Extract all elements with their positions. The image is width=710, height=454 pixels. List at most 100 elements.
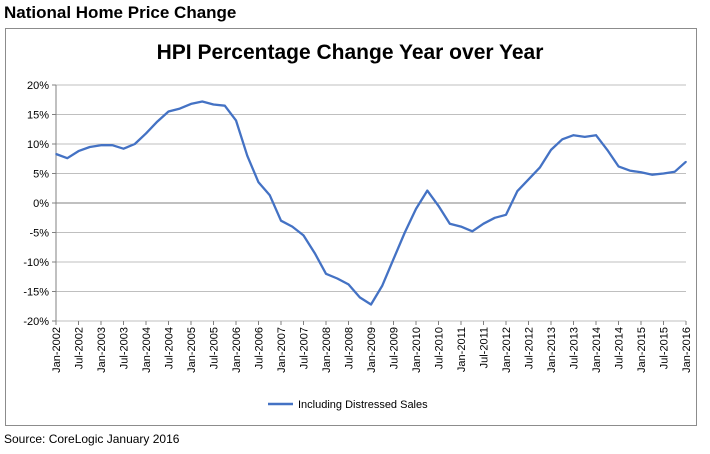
data-point bbox=[313, 252, 316, 254]
x-tick-label: Jul-2013 bbox=[569, 327, 581, 369]
data-point bbox=[583, 136, 586, 138]
x-tick-label: Jan-2003 bbox=[96, 327, 108, 373]
data-point bbox=[66, 157, 69, 159]
data-point bbox=[358, 296, 361, 299]
y-tick-label: -20% bbox=[23, 316, 49, 328]
data-point bbox=[448, 222, 451, 225]
data-point bbox=[88, 146, 91, 148]
y-tick-label: 15% bbox=[27, 110, 49, 122]
page-heading: National Home Price Change bbox=[4, 3, 237, 22]
x-tick-label: Jan-2014 bbox=[591, 327, 603, 373]
data-point bbox=[392, 258, 395, 260]
data-point bbox=[426, 189, 429, 192]
x-tick-label: Jul-2007 bbox=[299, 327, 311, 369]
data-point bbox=[538, 166, 541, 169]
data-point bbox=[235, 119, 237, 122]
x-tick-label: Jul-2011 bbox=[479, 327, 491, 368]
data-point bbox=[403, 231, 406, 234]
x-tick-label: Jan-2007 bbox=[276, 327, 288, 373]
chart-title: HPI Percentage Change Year over Year bbox=[157, 41, 544, 64]
x-tick-label: Jan-2005 bbox=[186, 327, 198, 373]
x-tick-label: Jul-2004 bbox=[164, 327, 176, 369]
x-tick-label: Jan-2006 bbox=[231, 327, 243, 373]
x-tick-label: Jul-2015 bbox=[659, 327, 671, 369]
x-tick-label: Jan-2012 bbox=[501, 327, 513, 373]
data-point bbox=[527, 178, 530, 181]
data-point bbox=[145, 132, 147, 135]
data-point bbox=[280, 219, 282, 222]
data-point bbox=[100, 144, 102, 146]
data-point bbox=[201, 100, 204, 103]
data-point bbox=[617, 165, 620, 168]
y-tick-label: -15% bbox=[23, 287, 49, 299]
data-point bbox=[223, 104, 226, 107]
x-tick-label: Jul-2010 bbox=[434, 327, 446, 369]
data-point bbox=[685, 160, 687, 163]
data-point bbox=[325, 273, 327, 275]
data-point bbox=[122, 147, 125, 150]
y-tick-label: 10% bbox=[27, 139, 49, 151]
data-point bbox=[167, 110, 170, 113]
x-tick-label: Jul-2003 bbox=[119, 327, 131, 369]
data-point bbox=[673, 170, 676, 173]
data-point bbox=[437, 205, 440, 207]
x-tick-label: Jul-2009 bbox=[389, 327, 401, 369]
x-axis-tick-labels: Jan-2002 Jul-2002 Jan-2003 Jul-2003 Jan-2004… bbox=[51, 327, 693, 373]
x-tick-label: Jul-2012 bbox=[524, 327, 536, 369]
data-point bbox=[77, 150, 80, 152]
y-tick-label: -5% bbox=[29, 228, 49, 240]
data-point bbox=[111, 144, 114, 146]
data-point bbox=[246, 155, 249, 157]
x-tick-label: Jan-2004 bbox=[141, 327, 153, 373]
x-tick-label: Jul-2014 bbox=[614, 327, 626, 369]
data-point bbox=[381, 284, 384, 287]
y-tick-label: -10% bbox=[23, 257, 49, 269]
source-note: Source: CoreLogic January 2016 bbox=[4, 432, 180, 446]
x-tick-label: Jul-2002 bbox=[74, 327, 86, 369]
data-point bbox=[257, 181, 260, 184]
data-point bbox=[572, 134, 575, 136]
hpi-line-chart: HPI Percentage Change Year over Year -20… bbox=[23, 41, 693, 411]
data-point bbox=[190, 103, 192, 105]
y-tick-label: 5% bbox=[33, 169, 49, 181]
y-axis-tick-labels: -20% -15% -10% -5% 0% 5% 10% 15% 20% bbox=[23, 80, 49, 328]
data-point bbox=[212, 103, 215, 106]
data-point bbox=[370, 303, 372, 306]
data-point bbox=[460, 225, 462, 228]
data-point bbox=[336, 277, 339, 280]
x-tick-label: Jan-2008 bbox=[321, 327, 333, 373]
axes bbox=[52, 84, 687, 325]
data-point bbox=[561, 138, 564, 141]
data-point bbox=[291, 225, 294, 228]
data-point bbox=[595, 134, 597, 136]
x-tick-label: Jul-2008 bbox=[344, 327, 356, 369]
data-point bbox=[302, 234, 305, 237]
data-point bbox=[493, 216, 496, 219]
data-point bbox=[606, 149, 609, 151]
data-point bbox=[178, 107, 181, 110]
x-tick-label: Jul-2006 bbox=[254, 327, 266, 369]
x-tick-label: Jan-2016 bbox=[681, 327, 693, 373]
data-point bbox=[628, 169, 631, 172]
data-point bbox=[156, 120, 159, 123]
x-tick-label: Jan-2011 bbox=[456, 327, 468, 372]
data-point bbox=[415, 208, 417, 210]
data-point bbox=[651, 173, 654, 176]
data-point bbox=[347, 283, 350, 286]
x-tick-label: Jan-2013 bbox=[546, 327, 558, 373]
y-tick-label: 0% bbox=[33, 198, 49, 210]
data-point bbox=[516, 190, 519, 192]
legend-label: Including Distressed Sales bbox=[298, 399, 428, 411]
data-point bbox=[505, 214, 507, 216]
data-point bbox=[482, 222, 485, 225]
x-tick-label: Jan-2002 bbox=[51, 327, 63, 373]
data-point bbox=[268, 194, 271, 197]
x-tick-label: Jan-2010 bbox=[411, 327, 423, 373]
data-point bbox=[471, 230, 474, 233]
chart-frame: HPI Percentage Change Year over Year -20… bbox=[5, 28, 697, 426]
x-tick-label: Jul-2005 bbox=[209, 327, 221, 369]
data-point bbox=[550, 149, 552, 151]
legend: Including Distressed Sales bbox=[268, 399, 428, 411]
data-point bbox=[55, 153, 57, 155]
y-tick-label: 20% bbox=[27, 80, 49, 92]
